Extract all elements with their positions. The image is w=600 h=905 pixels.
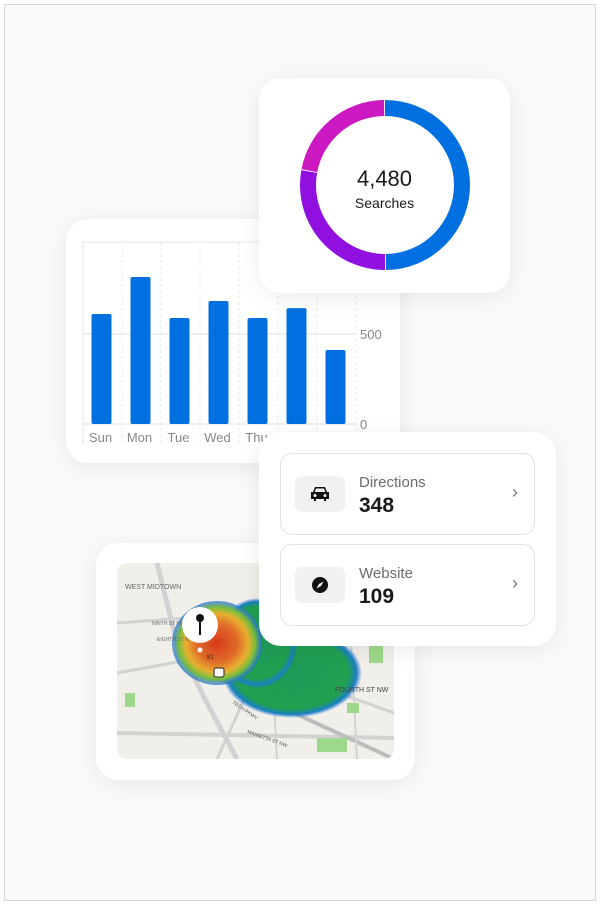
- compass-icon: [295, 567, 345, 603]
- directions-count: 348: [359, 494, 395, 517]
- x-tick-label: Mon: [127, 430, 152, 445]
- website-count: 109: [359, 585, 395, 608]
- chevron-right-icon: ›: [512, 482, 518, 502]
- map-label: FOURTH ST NW: [335, 687, 389, 694]
- bar[interactable]: [247, 317, 268, 424]
- bar[interactable]: [169, 317, 190, 424]
- car-icon: [295, 476, 345, 512]
- y-tick-label: 0: [360, 417, 367, 432]
- transit-icon: [213, 667, 225, 678]
- x-tick-label: Sun: [89, 430, 112, 445]
- map-label: EIGHTH ST NW: [157, 637, 194, 643]
- website-item[interactable]: Website 109 ›: [280, 544, 535, 626]
- map-label: 81: [207, 655, 214, 661]
- donut-segment[interactable]: [300, 170, 386, 270]
- donut-chart: [300, 100, 470, 270]
- searches-donut-card: 4,480 Searches: [259, 78, 510, 293]
- y-tick-label: 500: [360, 327, 382, 342]
- x-tick-label: Tue: [168, 430, 190, 445]
- actions-card: Directions 348 › Website 109 ›: [259, 432, 556, 646]
- directions-item[interactable]: Directions 348 ›: [280, 453, 535, 535]
- website-label: Website: [359, 565, 413, 582]
- bar[interactable]: [91, 314, 112, 424]
- map-label: WEST MIDTOWN: [125, 584, 181, 591]
- location-pin-icon[interactable]: [182, 607, 218, 653]
- x-tick-label: Wed: [204, 430, 231, 445]
- heatmap-map[interactable]: WEST MIDTOWN NINTH ST NW EIGHTH ST NW TE…: [117, 563, 394, 759]
- bar[interactable]: [208, 301, 229, 424]
- chevron-right-icon: ›: [512, 573, 518, 593]
- donut-segment[interactable]: [301, 100, 385, 173]
- searches-label: Searches: [354, 195, 415, 211]
- map-label: MARIETTA ST NW: [246, 729, 288, 749]
- bar[interactable]: [130, 276, 151, 424]
- directions-label: Directions: [359, 474, 426, 491]
- bar[interactable]: [325, 350, 346, 424]
- bar[interactable]: [286, 308, 307, 424]
- donut-segment[interactable]: [384, 100, 470, 270]
- searches-count: 4,480: [356, 166, 413, 191]
- map-label: NINTH ST NW: [152, 621, 185, 627]
